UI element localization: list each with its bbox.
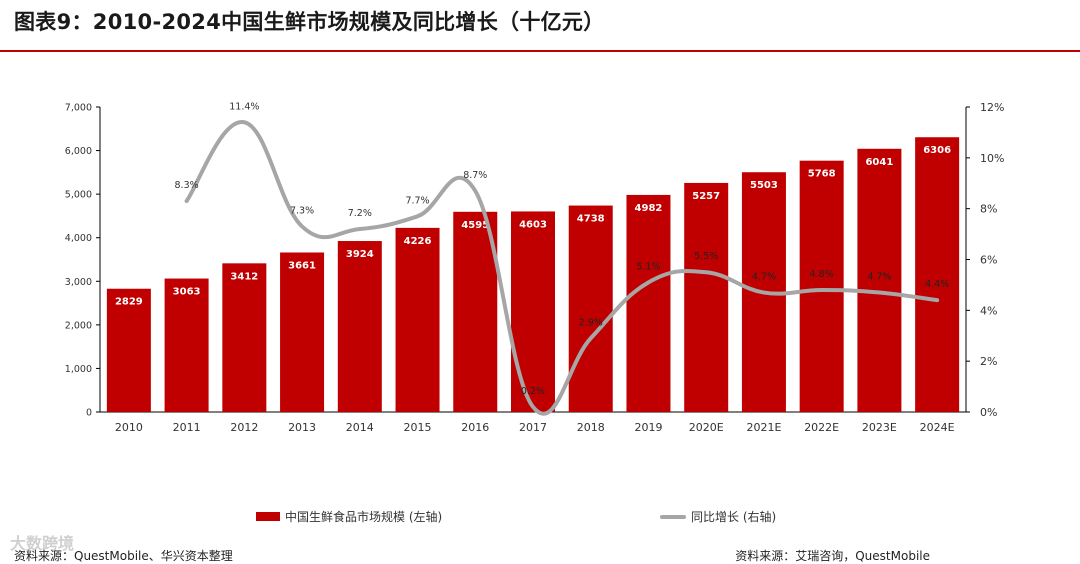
right-tick-label: 8% xyxy=(980,203,997,216)
bar-value-label: 3661 xyxy=(288,260,316,271)
growth-value-label: 7.7% xyxy=(405,195,429,206)
legend-swatch-line xyxy=(660,514,686,519)
x-tick-label: 2023E xyxy=(862,421,897,434)
bar xyxy=(915,137,960,412)
right-tick-label: 2% xyxy=(980,355,997,368)
bar xyxy=(511,211,555,412)
bar xyxy=(164,278,209,412)
growth-value-label: 8.7% xyxy=(463,170,487,181)
bar-labels-layer: 2829 3063 3412 3661 3924 4226 4595 4603 4738 4982… xyxy=(115,145,951,307)
growth-value-label: 7.3% xyxy=(290,205,314,216)
left-tick-label: 4,000 xyxy=(65,233,92,244)
growth-value-label: 4.7% xyxy=(867,272,891,283)
growth-line xyxy=(184,120,940,416)
bar-value-label: 4982 xyxy=(635,203,663,214)
x-tick-label: 2014 xyxy=(346,421,374,434)
bar xyxy=(395,227,440,412)
left-tick-label: 7,000 xyxy=(65,103,92,114)
page-title: 图表9：2010-2024中国生鲜市场规模及同比增长（十亿元） xyxy=(14,10,605,34)
right-tick-label: 4% xyxy=(980,304,997,317)
growth-value-label: 4.7% xyxy=(752,272,776,283)
watermark: 大数跨境 xyxy=(10,534,75,553)
left-tick-label: 3,000 xyxy=(65,277,92,288)
growth-value-label: 4.4% xyxy=(925,279,949,290)
x-tick-label: 2013 xyxy=(288,421,316,434)
bar xyxy=(857,148,902,412)
right-tick-label: 6% xyxy=(980,254,997,267)
bar xyxy=(799,160,844,412)
bar xyxy=(568,205,613,412)
bar-value-label: 4738 xyxy=(577,214,605,225)
bar xyxy=(280,252,325,412)
bar-value-label: 6306 xyxy=(923,145,951,156)
bar xyxy=(626,194,671,412)
bar-value-label: 3924 xyxy=(346,249,374,260)
x-tick-label: 2019 xyxy=(634,421,662,434)
legend-swatch-bar xyxy=(256,512,280,521)
bar-value-label: 4226 xyxy=(404,236,432,247)
x-tick-label: 2015 xyxy=(404,421,432,434)
growth-value-label: 5.5% xyxy=(694,251,718,262)
bar xyxy=(106,288,151,412)
growth-value-label: 11.4% xyxy=(229,101,259,112)
right-tick-label: 0% xyxy=(980,406,997,419)
left-tick-label: 5,000 xyxy=(65,190,92,201)
x-tick-label: 2021E xyxy=(746,421,781,434)
legend-label-yoy-growth: 同比增长 (右轴) xyxy=(691,510,777,524)
legend-item-yoy-growth: 同比增长 (右轴) xyxy=(660,508,776,525)
left-tick-label: 2,000 xyxy=(65,320,92,331)
title-rule xyxy=(0,50,1080,52)
source-note-right: 资料来源：艾瑞咨询，QuestMobile xyxy=(735,549,930,563)
legend-item-market-size: 中国生鲜食品市场规模 (左轴) xyxy=(256,508,442,525)
growth-value-label: 5.1% xyxy=(636,261,660,272)
bar-value-label: 3412 xyxy=(230,271,258,282)
x-tick-label: 2010 xyxy=(115,421,143,434)
left-tick-label: 6,000 xyxy=(65,146,92,157)
left-tick-label: 1,000 xyxy=(65,364,92,375)
bar xyxy=(684,182,729,412)
growth-value-label: 7.2% xyxy=(348,208,372,219)
x-tick-label: 2020E xyxy=(689,421,724,434)
right-tick-label: 12% xyxy=(980,101,1004,114)
source-note-left: 资料来源：QuestMobile、华兴资本整理 xyxy=(14,549,233,563)
bar-value-label: 5257 xyxy=(692,191,720,202)
growth-value-label: 0.2% xyxy=(521,386,545,397)
bar xyxy=(453,211,498,412)
bar-value-label: 5503 xyxy=(750,180,778,191)
growth-value-label: 8.3% xyxy=(175,180,199,191)
x-tick-label: 2022E xyxy=(804,421,839,434)
x-tick-label: 2016 xyxy=(461,421,489,434)
line-layer xyxy=(184,120,940,416)
bar xyxy=(337,241,382,412)
x-tick-label: 2024E xyxy=(920,421,955,434)
bars-layer xyxy=(106,137,960,412)
line-labels-layer: 8.3% 11.4% 7.3% 7.2% 7.7% 8.7% 0.2% 2.9% 5.1% 5.5… xyxy=(175,101,950,397)
left-tick-label: 0 xyxy=(86,408,92,419)
x-tick-label: 2018 xyxy=(577,421,605,434)
bar-value-label: 4603 xyxy=(519,219,547,230)
bar-value-label: 3063 xyxy=(173,287,201,298)
x-tick-label: 2012 xyxy=(230,421,258,434)
growth-value-label: 4.8% xyxy=(810,269,834,280)
bar-value-label: 5768 xyxy=(808,169,836,180)
bar-value-label: 4595 xyxy=(461,220,489,231)
x-tick-label: 2017 xyxy=(519,421,547,434)
right-tick-label: 10% xyxy=(980,152,1004,165)
legend-label-market-size: 中国生鲜食品市场规模 (左轴) xyxy=(285,510,443,524)
x-tick-label: 2011 xyxy=(173,421,201,434)
growth-value-label: 2.9% xyxy=(579,317,603,328)
bar-value-label: 2829 xyxy=(115,297,143,308)
bar xyxy=(222,263,267,412)
bar-value-label: 6041 xyxy=(865,157,893,168)
